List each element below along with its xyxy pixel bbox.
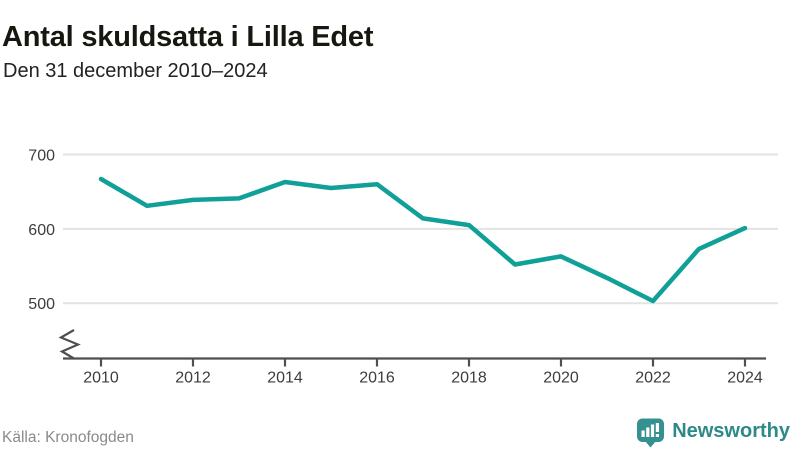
page-subtitle: Den 31 december 2010–2024 bbox=[3, 60, 268, 82]
x-tick-label: 2020 bbox=[543, 370, 579, 387]
x-axis bbox=[63, 357, 766, 367]
y-axis-labels: 500 600 700 bbox=[28, 148, 55, 314]
data-line bbox=[98, 176, 748, 304]
x-tick-label: 2012 bbox=[175, 370, 211, 387]
newsworthy-logo-icon bbox=[637, 418, 665, 448]
x-axis-labels: 2010 2012 2014 2016 2018 2020 2022 2024 bbox=[83, 370, 763, 387]
x-tick-label: 2022 bbox=[635, 370, 671, 387]
newsworthy-logo-text: Newsworthy bbox=[672, 420, 790, 442]
x-tick-label: 2010 bbox=[83, 370, 119, 387]
y-tick-label: 700 bbox=[28, 148, 55, 165]
y-tick-label: 600 bbox=[28, 222, 55, 239]
x-tick-label: 2016 bbox=[359, 370, 395, 387]
newsworthy-logo: Newsworthy bbox=[636, 418, 790, 448]
axis-break-icon bbox=[58, 329, 81, 360]
x-tick-label: 2014 bbox=[267, 370, 303, 387]
gridlines bbox=[63, 153, 778, 305]
source-note: Källa: Kronofogden bbox=[2, 429, 134, 446]
x-tick-label: 2018 bbox=[451, 370, 487, 387]
x-tick-label: 2024 bbox=[727, 370, 763, 387]
y-tick-label: 500 bbox=[28, 296, 55, 313]
page-title: Antal skuldsatta i Lilla Edet bbox=[2, 21, 374, 54]
